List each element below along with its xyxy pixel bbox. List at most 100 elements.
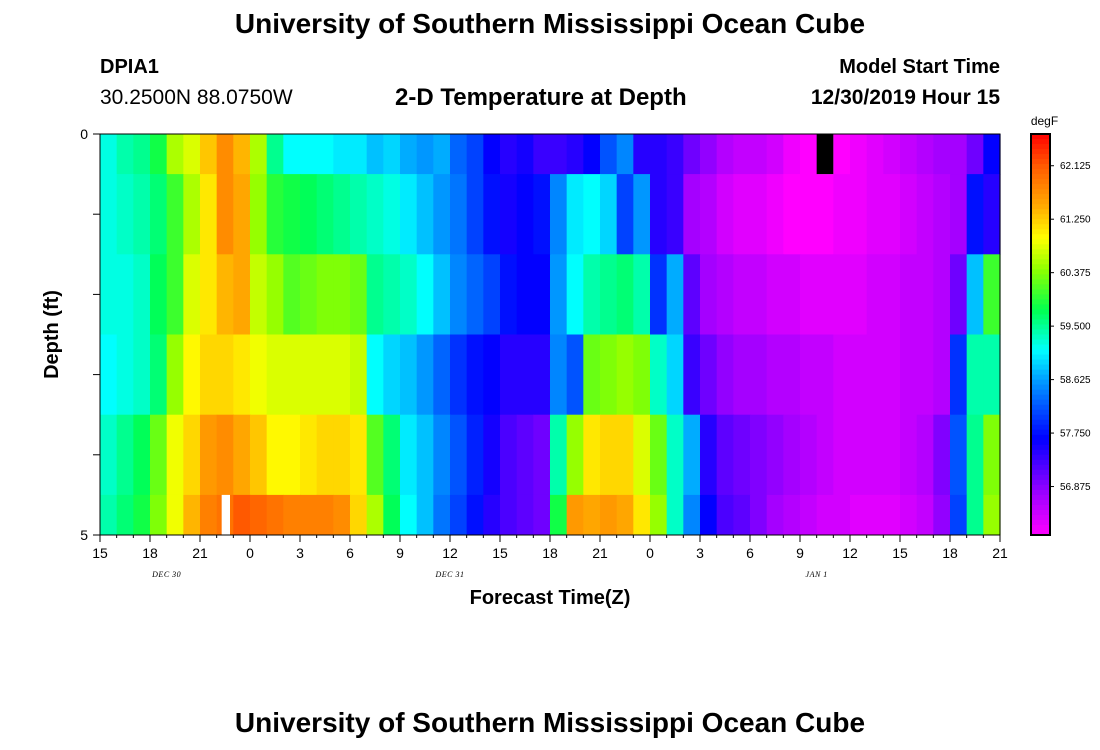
heatmap-cell	[250, 334, 268, 416]
heatmap-cell	[266, 254, 284, 335]
y-tick-label: 5	[80, 527, 88, 543]
heatmap-cell	[600, 334, 618, 416]
heatmap-cell	[900, 334, 918, 416]
heatmap-cell	[566, 494, 584, 536]
heatmap-cell	[133, 174, 151, 255]
colorbar-swatch	[1031, 479, 1050, 486]
heatmap-cell	[583, 134, 601, 175]
colorbar-swatch	[1031, 229, 1050, 235]
x-tick-label: 0	[646, 545, 654, 561]
heatmap-cell	[433, 494, 451, 536]
heatmap-cell	[150, 494, 168, 536]
heatmap-cell	[516, 174, 534, 255]
heatmap-cell	[450, 334, 468, 416]
y-axis-title: Depth (ft)	[41, 290, 63, 379]
colorbar-tick-label: 57.750	[1060, 429, 1091, 440]
heatmap-cell	[600, 174, 618, 255]
heatmap-cell	[983, 494, 1001, 536]
colorbar-swatch	[1031, 359, 1050, 366]
heatmap-cell	[116, 414, 134, 496]
heatmap-cell	[700, 134, 718, 175]
heatmap-cell	[350, 414, 368, 496]
heatmap-cell	[650, 254, 668, 335]
heatmap-cell	[450, 174, 468, 255]
heatmap-cell	[616, 254, 634, 335]
heatmap-cell	[366, 254, 384, 335]
heatmap-cell	[416, 334, 434, 416]
colorbar-tick-label: 61.250	[1060, 215, 1091, 226]
colorbar-swatch	[1031, 349, 1050, 356]
heatmap-cell	[433, 414, 451, 496]
heatmap-cell	[300, 414, 318, 496]
heatmap-cell	[583, 254, 601, 335]
heatmap-cell	[783, 174, 801, 255]
heatmap-cell	[300, 494, 318, 536]
colorbar-swatch	[1031, 249, 1050, 255]
heatmap-cell	[633, 174, 651, 255]
heatmap-cell	[483, 174, 501, 255]
heatmap-cell	[400, 254, 418, 335]
colorbar-swatch	[1031, 439, 1050, 446]
colorbar-swatch	[1031, 309, 1050, 316]
temperature-depth-chart: 15 18 21 0 3 6 9 12 15 18 21 0 3 6 9 12 15 18 21 DEC 30 DEC …	[41, 114, 1091, 609]
heatmap-cell	[150, 254, 168, 335]
heatmap-cell	[950, 494, 968, 536]
heatmap-cell	[200, 174, 218, 255]
date-label: DEC 31	[435, 570, 465, 579]
heatmap-cell	[333, 334, 351, 416]
heatmap-cell	[566, 134, 584, 175]
heatmap-cell	[150, 174, 168, 255]
date-label: DEC 30	[151, 570, 181, 579]
heatmap-cell	[783, 254, 801, 335]
x-axis-title: Forecast Time(Z)	[470, 587, 631, 609]
heatmap-cell	[733, 494, 751, 536]
heatmap-cell	[616, 414, 634, 496]
heatmap-cell	[883, 494, 901, 536]
x-tick-label: 0	[246, 545, 254, 561]
heatmap-cell	[383, 494, 401, 536]
heatmap-cell	[550, 414, 568, 496]
colorbar-swatch	[1031, 449, 1050, 456]
heatmap-cell	[850, 494, 868, 536]
colorbar-swatch	[1031, 289, 1050, 295]
heatmap-cell	[633, 134, 651, 175]
x-tick-label: 9	[796, 545, 804, 561]
colorbar-swatch	[1031, 364, 1050, 371]
heatmap-cell	[133, 254, 151, 335]
heatmap-cell	[266, 134, 284, 175]
heatmap-cell	[250, 414, 268, 496]
heatmap-cell	[583, 414, 601, 496]
heatmap-cell	[783, 334, 801, 416]
heatmap-cell	[283, 494, 301, 536]
colorbar-swatch	[1031, 239, 1050, 245]
heatmap-cell	[933, 254, 951, 335]
heatmap-cell	[783, 134, 801, 175]
heatmap-cell	[200, 254, 218, 335]
heatmap-cell	[250, 494, 268, 536]
colorbar-swatch	[1031, 459, 1050, 466]
heatmap-cell	[383, 334, 401, 416]
heatmap-cell	[133, 494, 151, 536]
colorbar-swatch	[1031, 399, 1050, 406]
x-tick-label: 18	[942, 545, 958, 561]
heatmap-cell	[466, 134, 484, 175]
colorbar-swatch	[1031, 189, 1050, 195]
heatmap-cell	[550, 334, 568, 416]
heatmap-cell	[466, 334, 484, 416]
heatmap-cell	[700, 174, 718, 255]
heatmap-cell	[183, 494, 201, 536]
heatmap-cell	[483, 334, 501, 416]
heatmap-cell	[983, 414, 1001, 496]
heatmap-cell	[800, 414, 818, 496]
colorbar-swatch	[1031, 224, 1050, 230]
heatmap-cell	[716, 414, 734, 496]
heatmap-cell	[650, 174, 668, 255]
heatmap-cell	[316, 254, 334, 335]
colorbar-swatch	[1031, 134, 1050, 140]
heatmap-cell	[433, 134, 451, 175]
heatmap-cell	[333, 254, 351, 335]
heatmap-cell	[716, 494, 734, 536]
heatmap-cell	[183, 174, 201, 255]
colorbar-swatch	[1031, 324, 1050, 331]
heatmap-cell	[833, 174, 851, 255]
